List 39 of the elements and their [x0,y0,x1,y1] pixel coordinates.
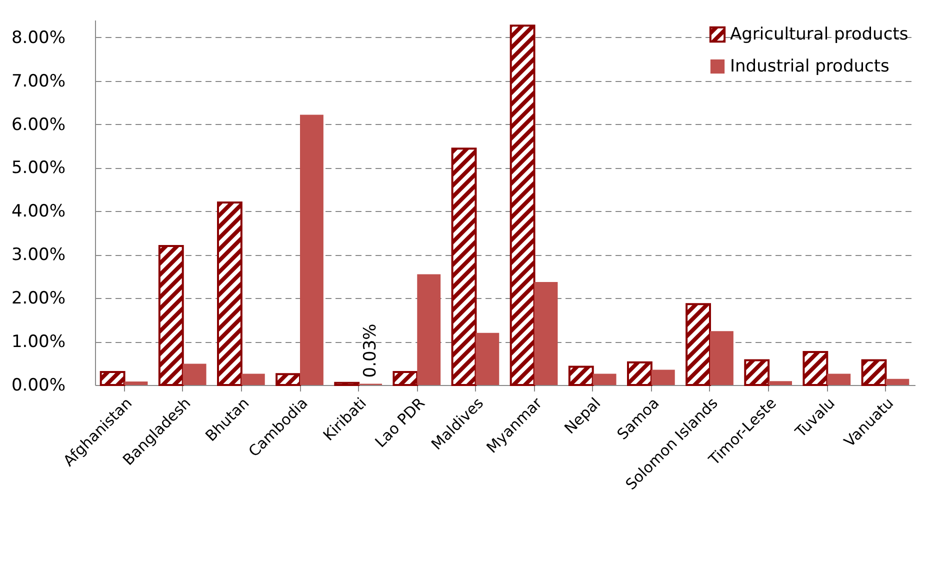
y-tick-label: 8.00% [11,28,66,48]
y-tick-label: 6.00% [11,114,66,135]
bar [100,370,126,386]
y-tick-label: 0.00% [11,376,66,396]
bar [392,370,418,386]
y-tick-label: 2.00% [11,288,66,309]
bar [217,202,242,386]
bar [627,361,652,386]
bar [886,378,910,385]
bar [744,359,770,386]
bar [861,359,887,386]
bar [476,332,500,385]
bar [686,303,711,386]
bar [300,114,324,385]
y-tick-label: 7.00% [11,71,66,92]
bar [417,274,441,385]
data-label: 0.03% [360,324,380,378]
bar [534,282,558,385]
legend-label: Industrial products [730,56,890,76]
bar [827,374,851,385]
y-tick-label: 3.00% [11,245,66,266]
bar [241,374,265,385]
y-tick-label: 5.00% [11,158,66,178]
bar [276,373,301,386]
bar [651,370,675,385]
bar [768,381,792,385]
bar [710,331,734,385]
bar [451,148,477,386]
bar [124,382,148,385]
bar [182,364,206,385]
bar [510,24,536,386]
bar [802,350,828,386]
bar [568,366,594,386]
y-tick-label: 1.00% [11,332,66,352]
bar [592,374,616,385]
bar [158,244,184,386]
y-tick-label: 4.00% [11,202,66,222]
legend-label: Agricultural products [730,24,908,44]
bar [334,382,360,386]
